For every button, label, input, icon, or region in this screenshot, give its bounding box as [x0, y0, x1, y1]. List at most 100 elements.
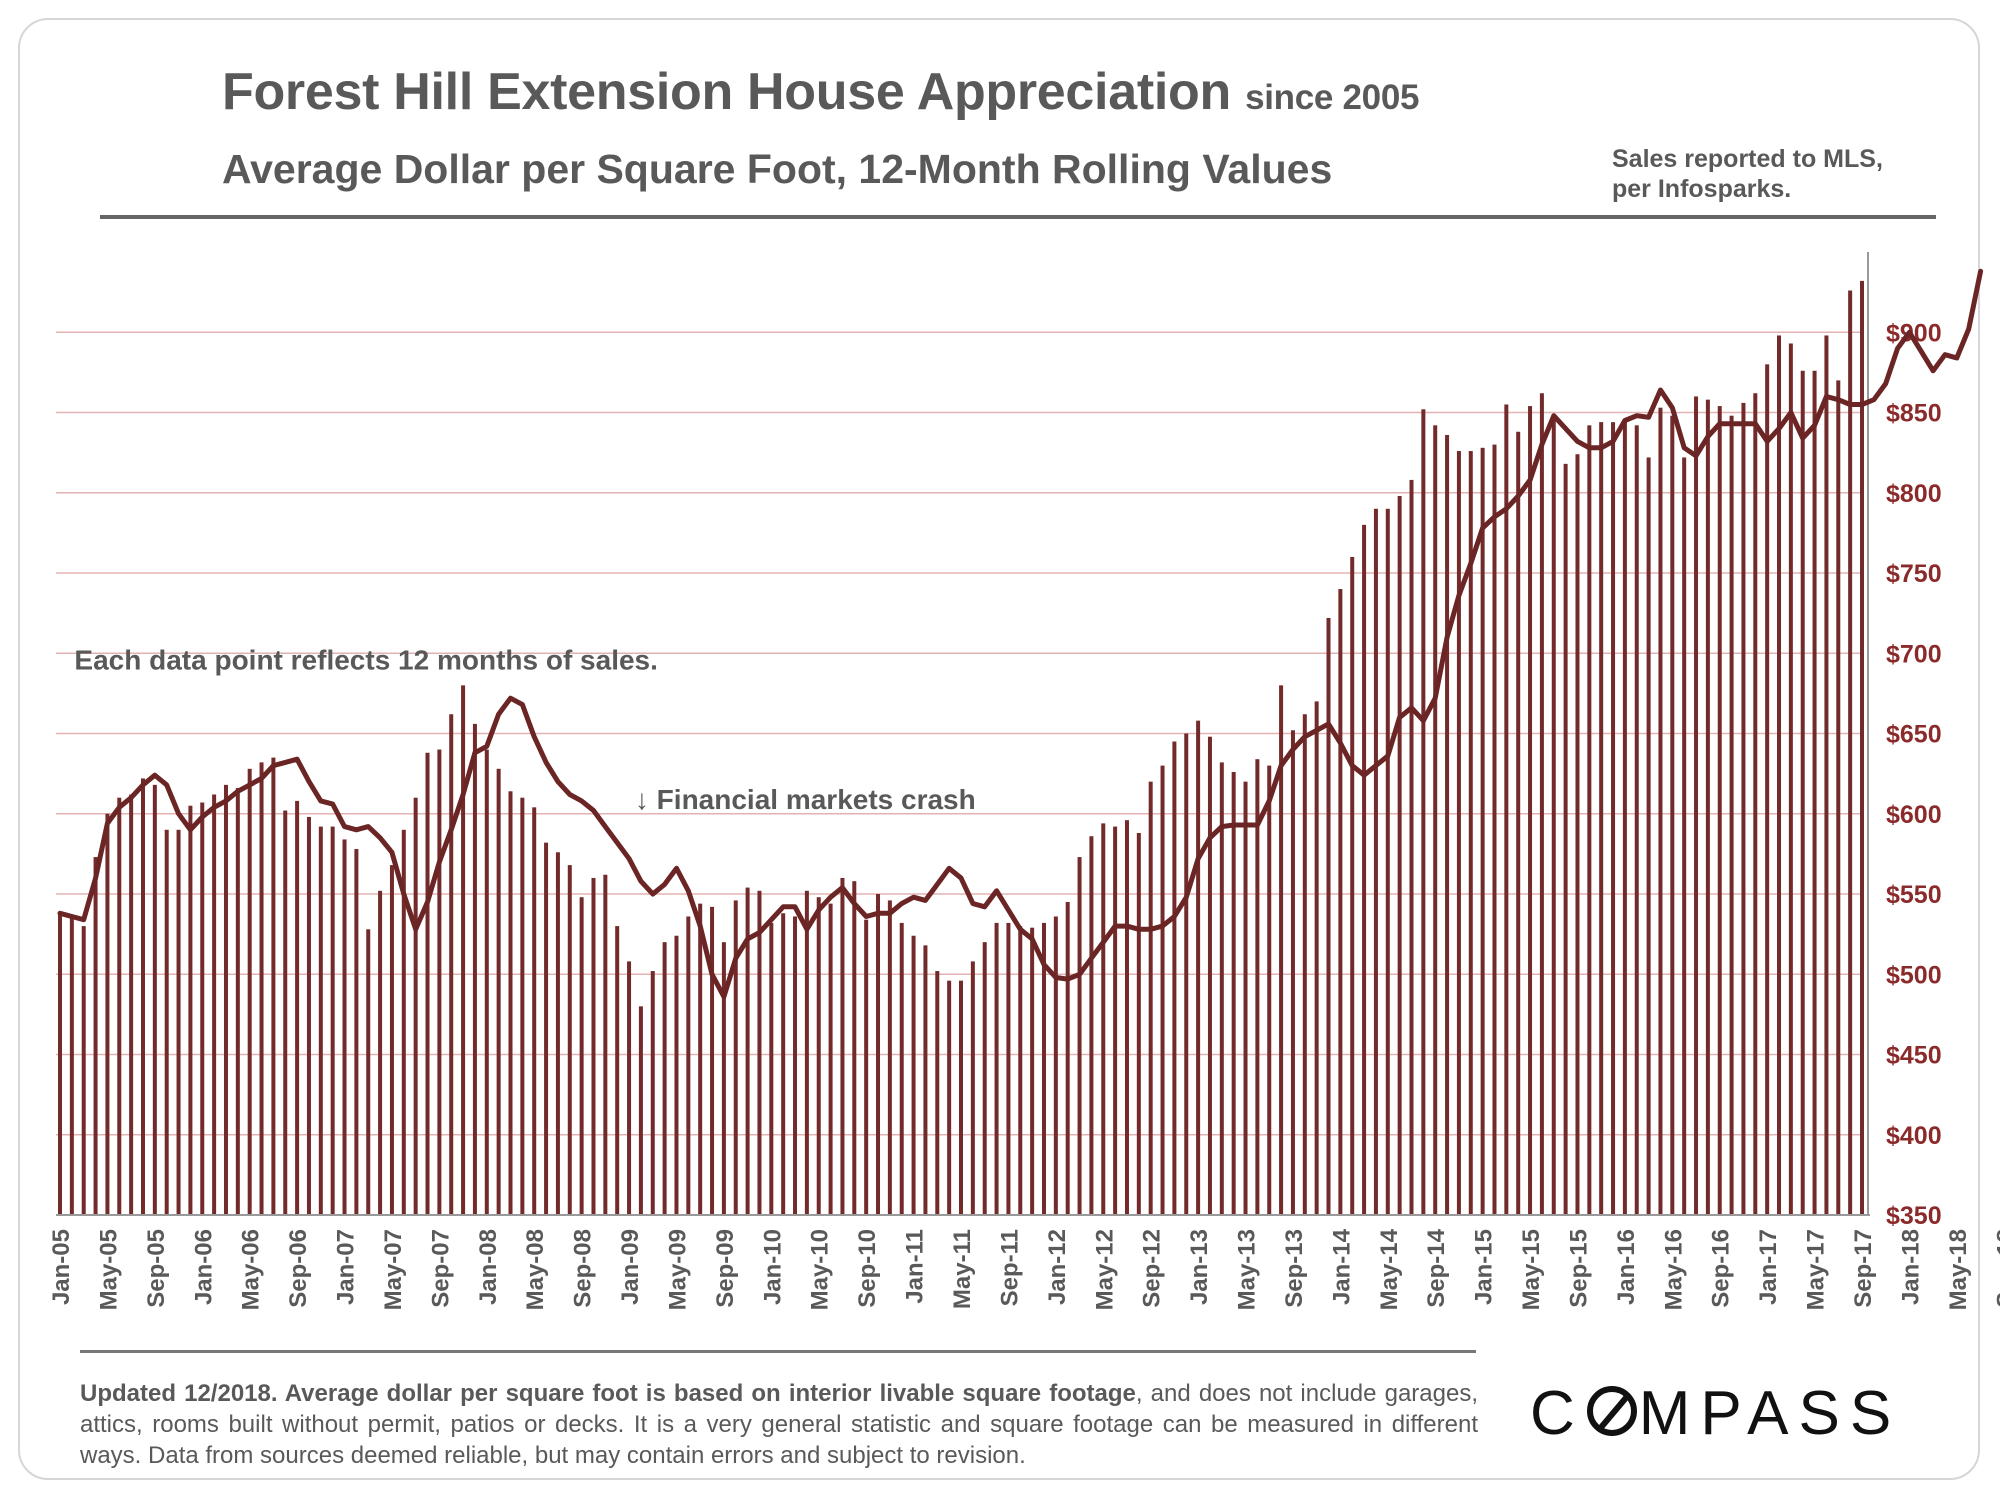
bar	[1243, 781, 1248, 1215]
bar	[1658, 407, 1663, 1215]
bar	[1255, 759, 1260, 1215]
bar	[911, 935, 916, 1215]
bar	[1504, 404, 1509, 1216]
bar	[1694, 396, 1699, 1215]
bar	[781, 913, 786, 1215]
bar	[1148, 781, 1153, 1215]
bar	[638, 1006, 643, 1215]
bar	[1219, 762, 1224, 1215]
x-tick-label: Jan-16	[1613, 1229, 1640, 1305]
x-tick-label: May-17	[1803, 1229, 1830, 1310]
bar	[449, 714, 454, 1215]
bar	[1302, 714, 1307, 1215]
bar	[959, 980, 963, 1215]
bar	[733, 900, 738, 1215]
bar	[650, 971, 655, 1215]
bar	[1041, 922, 1046, 1215]
bar	[1172, 741, 1177, 1215]
x-tick-label: Sep-11	[996, 1229, 1023, 1306]
bar	[840, 877, 845, 1215]
bar	[306, 816, 311, 1215]
bar	[1587, 425, 1592, 1216]
x-tick-label: Jan-13	[1186, 1229, 1213, 1305]
bar	[164, 829, 169, 1215]
bar	[1279, 685, 1284, 1215]
x-tick-label: May-15	[1518, 1229, 1545, 1310]
bar	[1611, 422, 1616, 1215]
bar	[686, 916, 691, 1215]
annotation: ↓ Financial markets crash	[635, 784, 976, 815]
x-tick-label: May-14	[1376, 1228, 1403, 1310]
y-tick-label: $350	[1886, 1202, 1942, 1230]
bar	[1622, 418, 1627, 1215]
bar	[1267, 765, 1272, 1215]
x-tick-label: May-05	[95, 1229, 122, 1310]
x-tick-label: Sep-12	[1139, 1229, 1166, 1308]
bar	[698, 903, 703, 1215]
bar	[247, 768, 252, 1215]
bar	[745, 887, 750, 1215]
bar	[1563, 463, 1568, 1215]
bar	[1433, 425, 1438, 1216]
bar	[1741, 402, 1746, 1215]
source-note: Sales reported to MLS, per Infosparks.	[1612, 144, 1883, 204]
bar	[1409, 479, 1414, 1215]
footnote-bold: Updated 12/2018. Average dollar per squa…	[80, 1380, 1136, 1407]
bar	[1030, 927, 1035, 1215]
bar	[117, 797, 122, 1215]
bar	[970, 961, 975, 1215]
x-tick-label: May-06	[238, 1229, 265, 1310]
bar	[1350, 556, 1355, 1215]
footer-divider	[80, 1350, 1476, 1353]
bar	[1290, 730, 1295, 1215]
bar	[1326, 617, 1331, 1215]
bar	[828, 903, 833, 1215]
source-line-1: Sales reported to MLS,	[1612, 145, 1883, 173]
bar	[223, 784, 228, 1215]
y-tick-label: $400	[1886, 1122, 1942, 1150]
bar	[864, 919, 869, 1215]
bar	[793, 916, 798, 1215]
bar	[1101, 823, 1106, 1215]
x-tick-label: Jan-18	[1897, 1229, 1924, 1305]
bar	[1362, 524, 1367, 1215]
bar	[1207, 736, 1212, 1215]
x-tick-label: Sep-07	[427, 1229, 454, 1308]
y-tick-label: $850	[1886, 400, 1942, 428]
y-tick-label: $450	[1886, 1042, 1942, 1070]
bar	[1788, 343, 1793, 1215]
bar	[994, 922, 999, 1215]
bar	[1824, 335, 1829, 1216]
x-tick-label: Jan-07	[333, 1229, 360, 1305]
bar	[1765, 364, 1770, 1216]
bar	[1196, 720, 1201, 1215]
bar	[1065, 902, 1070, 1215]
x-tick-label: May-11	[949, 1229, 976, 1309]
x-tick-label: Sep-17	[1850, 1229, 1877, 1308]
bar	[81, 926, 86, 1215]
bar	[1753, 393, 1758, 1215]
annotation: Each data point reflects 12 months of sa…	[74, 644, 658, 675]
x-tick-label: May-16	[1660, 1229, 1687, 1310]
bar	[508, 791, 513, 1215]
bar	[496, 768, 501, 1215]
bar	[1077, 857, 1082, 1215]
bar	[982, 942, 987, 1215]
x-tick-label: Jan-12	[1044, 1229, 1071, 1305]
bar	[1516, 431, 1521, 1215]
x-tick-label: Sep-08	[570, 1229, 597, 1308]
x-tick-label: Jan-10	[759, 1229, 786, 1305]
bar	[1682, 457, 1687, 1215]
bar	[129, 794, 134, 1215]
x-tick-label: May-10	[807, 1229, 834, 1310]
bar	[769, 922, 774, 1215]
bar	[401, 829, 406, 1215]
bar	[876, 894, 881, 1215]
bar	[283, 810, 288, 1215]
bar	[1314, 701, 1319, 1215]
bar	[140, 778, 145, 1215]
bar	[1456, 451, 1461, 1215]
x-tick-label: Sep-05	[143, 1229, 170, 1308]
title-divider	[100, 215, 1936, 219]
x-tick-label: Jan-15	[1471, 1229, 1498, 1305]
